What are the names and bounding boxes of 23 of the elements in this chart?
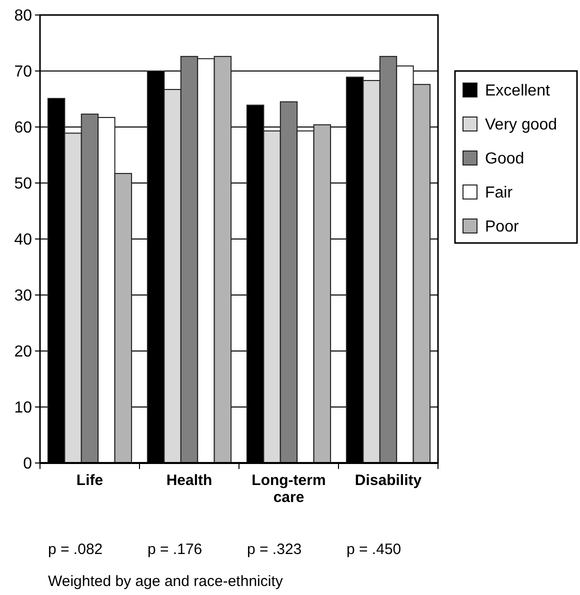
y-tick-label: 70 — [14, 64, 32, 81]
x-tick-label: Life — [76, 472, 104, 489]
y-tick-label: 20 — [14, 344, 32, 361]
x-tick-label: Disability — [354, 472, 422, 489]
text: p = .082 — [48, 541, 103, 558]
y-tick-label: 0 — [23, 456, 32, 473]
x-tick-label: Long-term care — [252, 472, 326, 506]
x-tick-label: Health — [166, 472, 212, 489]
legend-label: Fair — [485, 184, 514, 202]
text: p = .450 — [346, 541, 402, 558]
text: p = .323 — [247, 541, 302, 558]
y-tick-label: 60 — [14, 120, 32, 137]
legend-label: Good — [485, 150, 524, 168]
text: Weighted by age and race-ethnicity — [48, 573, 284, 590]
legend-label: Poor — [485, 218, 520, 236]
y-tick-label: 10 — [14, 400, 32, 417]
legend-label: Excellent — [485, 82, 550, 100]
y-tick-label: 30 — [14, 288, 32, 305]
y-tick-label: 50 — [14, 176, 32, 193]
legend-label: Very good — [485, 116, 558, 134]
y-tick-label: 80 — [14, 8, 32, 25]
y-tick-label: 40 — [14, 232, 32, 249]
text: p = .176 — [148, 541, 202, 558]
